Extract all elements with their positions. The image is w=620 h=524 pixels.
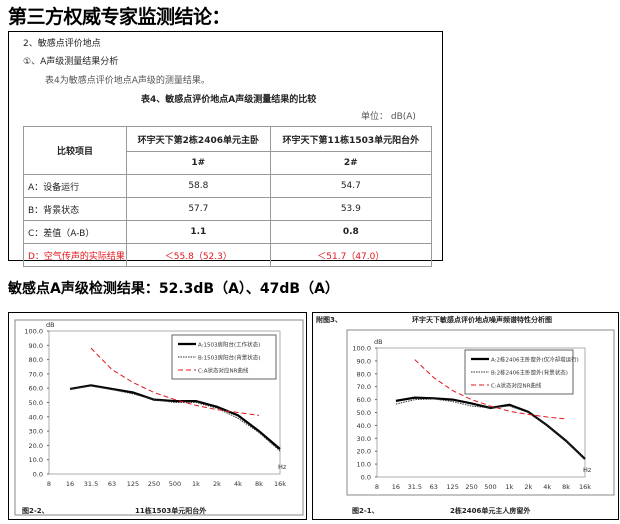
legend-label: C:A状态对应NR曲线	[491, 382, 542, 390]
y-tick-label: 30.0	[357, 435, 371, 443]
y-tick-label: 70.0	[29, 370, 43, 378]
x-tick-label: 250	[148, 480, 160, 488]
series-line-c	[414, 359, 567, 420]
table-title: 表4、敏感点评价地点A声级测量结果的比较	[141, 95, 317, 105]
cell: 54.7	[269, 174, 433, 198]
legend-label: C:A状态对应NR曲线	[198, 367, 249, 375]
y-tick-label: 50.0	[29, 399, 43, 407]
y-tick-label: 40.0	[29, 413, 43, 421]
row-label: B：背景状态	[23, 197, 127, 221]
x-tick-label: 1k	[505, 483, 513, 491]
chart-left-fig-label: 图2-2、	[22, 507, 49, 515]
x-tick-label: 31.5	[408, 483, 422, 491]
table-row: B：背景状态 57.7 53.9	[23, 197, 433, 221]
series-line-a	[69, 384, 281, 450]
y-tick-label: 60.0	[357, 396, 371, 404]
legend-label: B:2栋2406主卧窗外(背景状态)	[491, 369, 568, 377]
y-tick-label: 100.0	[352, 345, 371, 353]
y-tick-label: 10.0	[357, 461, 371, 469]
x-tick-label: 4k	[234, 480, 242, 488]
x-tick-label: 63	[108, 480, 116, 488]
series-line-c	[90, 347, 260, 416]
y-tick-label: 20.0	[357, 448, 371, 456]
result-subtitle: 敏感点A声级检测结果：52.3dB（A）、47dB（A）	[8, 281, 339, 297]
intro-text: 表4为敏感点评价地点A声级的测量结果。	[45, 76, 210, 86]
y-tick-label: 40.0	[357, 422, 371, 430]
x-tick-label: 8k	[255, 480, 263, 488]
y-tick-label: 10.0	[29, 456, 43, 464]
x-tick-label: 31.5	[84, 480, 98, 488]
row-label: C：差值（A-B）	[23, 220, 127, 244]
legend-label: A:2栋2406主卧窗外(仅冷却塔运行)	[491, 356, 579, 364]
table-row: D：空气传声的实际结果 ＜55.8（52.3） ＜51.7（47.0）	[23, 243, 433, 267]
y-tick-label: 100.0	[24, 328, 43, 336]
x-tick-label: 16k	[274, 480, 286, 488]
results-table: 比较项目 环宇天下第2栋2406单元主卧 环宇天下第11栋1503单元阳台外 1…	[23, 126, 433, 267]
y-tick-label: 0.0	[361, 474, 371, 482]
x-tick-label: 16k	[579, 483, 591, 491]
section-heading: 2、敏感点评价地点	[23, 39, 101, 49]
chart-area-border	[14, 319, 304, 516]
legend	[464, 349, 574, 395]
chart-left-frame	[8, 312, 307, 520]
cell: 1.1	[126, 220, 271, 244]
y-tick-label: 20.0	[29, 442, 43, 450]
chart-left-caption: 11栋1503单元阳台外	[135, 507, 207, 515]
x-tick-label: 8k	[562, 483, 570, 491]
chart-area-border	[346, 329, 615, 496]
y-tick-label: 0.0	[33, 471, 43, 479]
header-id2: 2#	[269, 151, 433, 175]
y-axis-label: dB	[374, 338, 383, 346]
x-tick-label: 8	[375, 483, 379, 491]
y-tick-label: 60.0	[29, 385, 43, 393]
y-tick-label: 80.0	[29, 356, 43, 364]
x-tick-label: 4k	[543, 483, 551, 491]
chart-right-fig-label: 图2-1、	[352, 507, 379, 515]
table-row: C：差值（A-B） 1.1 0.8	[23, 220, 433, 244]
series-line-b	[395, 398, 586, 460]
chart-right-caption: 2栋2406单元主人房窗外	[450, 507, 531, 515]
x-axis-label: Hz	[278, 463, 287, 471]
x-tick-label: 250	[465, 483, 477, 491]
unit-label: 单位： dB(A)	[361, 112, 416, 122]
y-tick-label: 50.0	[357, 409, 371, 417]
legend-label: A:1503房阳台(工作状态)	[198, 341, 260, 349]
x-tick-label: 63	[430, 483, 438, 491]
legend-label: B:1503房阳台(背景状态)	[198, 354, 260, 362]
y-axis-label: dB	[46, 321, 55, 329]
y-tick-label: 70.0	[357, 383, 371, 391]
y-tick-label: 30.0	[29, 428, 43, 436]
chart-right-title: 环宇天下敏感点评价地点噪声频谱特性分析图	[412, 316, 552, 324]
x-tick-label: 500	[484, 483, 496, 491]
cell: ＜51.7（47.0）	[269, 243, 433, 267]
series-line-b	[69, 385, 281, 452]
appendix-label: 附图3、	[316, 316, 342, 324]
series-line-a	[395, 396, 586, 460]
x-tick-label: 125	[127, 480, 139, 488]
subsection-heading: ①、A声级测量结果分析	[23, 57, 119, 67]
x-tick-label: 2k	[213, 480, 221, 488]
x-axis-label: Hz	[583, 466, 592, 474]
x-tick-label: 500	[169, 480, 181, 488]
row-label: D：空气传声的实际结果	[23, 243, 127, 267]
y-tick-label: 90.0	[357, 357, 371, 365]
x-tick-label: 2k	[524, 483, 532, 491]
y-tick-label: 90.0	[29, 342, 43, 350]
chart-right-frame	[312, 312, 619, 520]
page-title: 第三方权威专家监测结论：	[8, 6, 231, 28]
x-tick-label: 125	[446, 483, 458, 491]
cell: ＜55.8（52.3）	[126, 243, 271, 267]
x-tick-label: 1k	[192, 480, 200, 488]
x-tick-label: 16	[66, 480, 74, 488]
header-id1: 1#	[126, 151, 271, 175]
y-tick-label: 80.0	[357, 370, 371, 378]
x-tick-label: 16	[392, 483, 400, 491]
x-tick-label: 8	[47, 480, 51, 488]
